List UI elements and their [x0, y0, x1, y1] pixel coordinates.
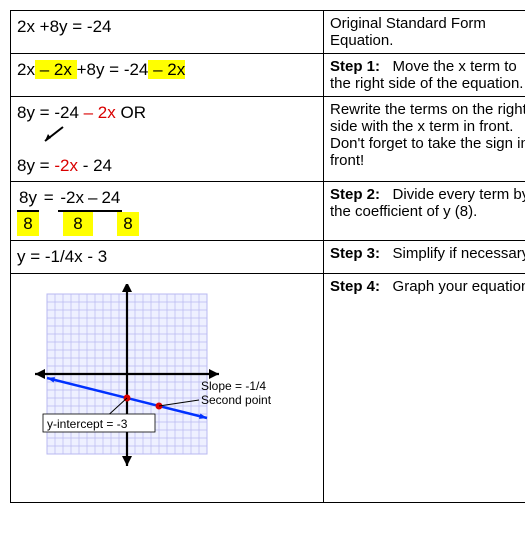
equation-rewrite: 8y = -24 – 2x OR 8y = -2x - 24 — [17, 101, 317, 177]
eq1-a: 2x — [17, 60, 35, 79]
step3-title: Step 3: — [330, 245, 380, 262]
eq2-l2c: - 24 — [78, 156, 112, 175]
cell-desc-4: Step 3: Simplify if necessary. — [324, 240, 525, 273]
svg-text:y-intercept = -3: y-intercept = -3 — [47, 417, 128, 431]
denominator-row: 8 8 8 — [17, 212, 317, 236]
desc-5: Graph your equation. — [393, 278, 525, 295]
step2-title: Step 2: — [330, 186, 380, 203]
desc-2: Rewrite the terms on the right side with… — [330, 101, 525, 169]
eq2-or: OR — [116, 103, 146, 122]
step3-sp — [384, 245, 392, 262]
equation-divide: 8y = -2x – 24 8 8 8 — [17, 186, 317, 236]
equation-step1: 2x – 2x +8y = -24 – 2x — [17, 58, 317, 82]
cell-eq-1: 2x – 2x +8y = -24 – 2x — [11, 54, 324, 97]
eq1-b: +8y = -24 — [77, 60, 149, 79]
eq3-n1: 8y — [17, 186, 39, 212]
step1-title: Step 1: — [330, 58, 380, 75]
eq3-sp1 — [39, 212, 63, 236]
eq3-eq: = — [39, 188, 58, 207]
cell-eq-0: 2x +8y = -24 — [11, 11, 324, 54]
cell-eq-3: 8y = -2x – 24 8 8 8 — [11, 182, 324, 241]
eq3-m: – — [86, 186, 99, 212]
step1-text — [384, 58, 392, 75]
eq2-l1b: – 2x — [84, 103, 116, 122]
eq1-hl1: – 2x — [35, 60, 77, 79]
eq3-sp2 — [93, 212, 117, 236]
eq2-l2b: -2x — [54, 156, 78, 175]
graph-plot: Slope = -1/4Second point y-intercept = -3 — [27, 284, 307, 484]
svg-text:Slope = -1/4: Slope = -1/4 — [201, 379, 266, 393]
desc-0: Original Standard Form Equation. — [330, 15, 486, 49]
cell-eq-2: 8y = -24 – 2x OR 8y = -2x - 24 — [11, 97, 324, 182]
eq2-l2a: 8y = — [17, 156, 54, 175]
cell-eq-4: y = -1/4x - 3 — [11, 240, 324, 273]
equation-original: 2x +8y = -24 — [17, 15, 317, 39]
eq2-l1a: 8y = -24 — [17, 103, 84, 122]
cell-desc-3: Step 2: Divide every term by the coeffic… — [324, 182, 525, 241]
cell-desc-1: Step 1: Move the x term to the right sid… — [324, 54, 525, 97]
step4-title: Step 4: — [330, 278, 380, 295]
eq3-d1: 8 — [17, 212, 39, 236]
eq1-hl2: – 2x — [148, 60, 185, 79]
equation-simplified: y = -1/4x - 3 — [17, 245, 317, 269]
swap-arrow-icon — [17, 125, 77, 147]
cell-desc-5: Step 4: Graph your equation. — [324, 273, 525, 502]
eq3-n3: 24 — [99, 186, 122, 212]
svg-text:Second point: Second point — [201, 393, 272, 407]
step4-sp — [384, 278, 392, 295]
desc-4: Simplify if necessary. — [393, 245, 525, 262]
cell-desc-2: Rewrite the terms on the right side with… — [324, 97, 525, 182]
cell-graph: Slope = -1/4Second point y-intercept = -3 — [11, 273, 324, 502]
steps-table: 2x +8y = -24 Original Standard Form Equa… — [10, 10, 525, 503]
cell-desc-0: Original Standard Form Equation. — [324, 11, 525, 54]
graph-container: Slope = -1/4Second point y-intercept = -3 — [17, 278, 317, 498]
eq3-n2: -2x — [58, 186, 86, 212]
eq3-d3: 8 — [117, 212, 139, 236]
eq3-d2: 8 — [63, 212, 93, 236]
step2-sp — [384, 186, 392, 203]
